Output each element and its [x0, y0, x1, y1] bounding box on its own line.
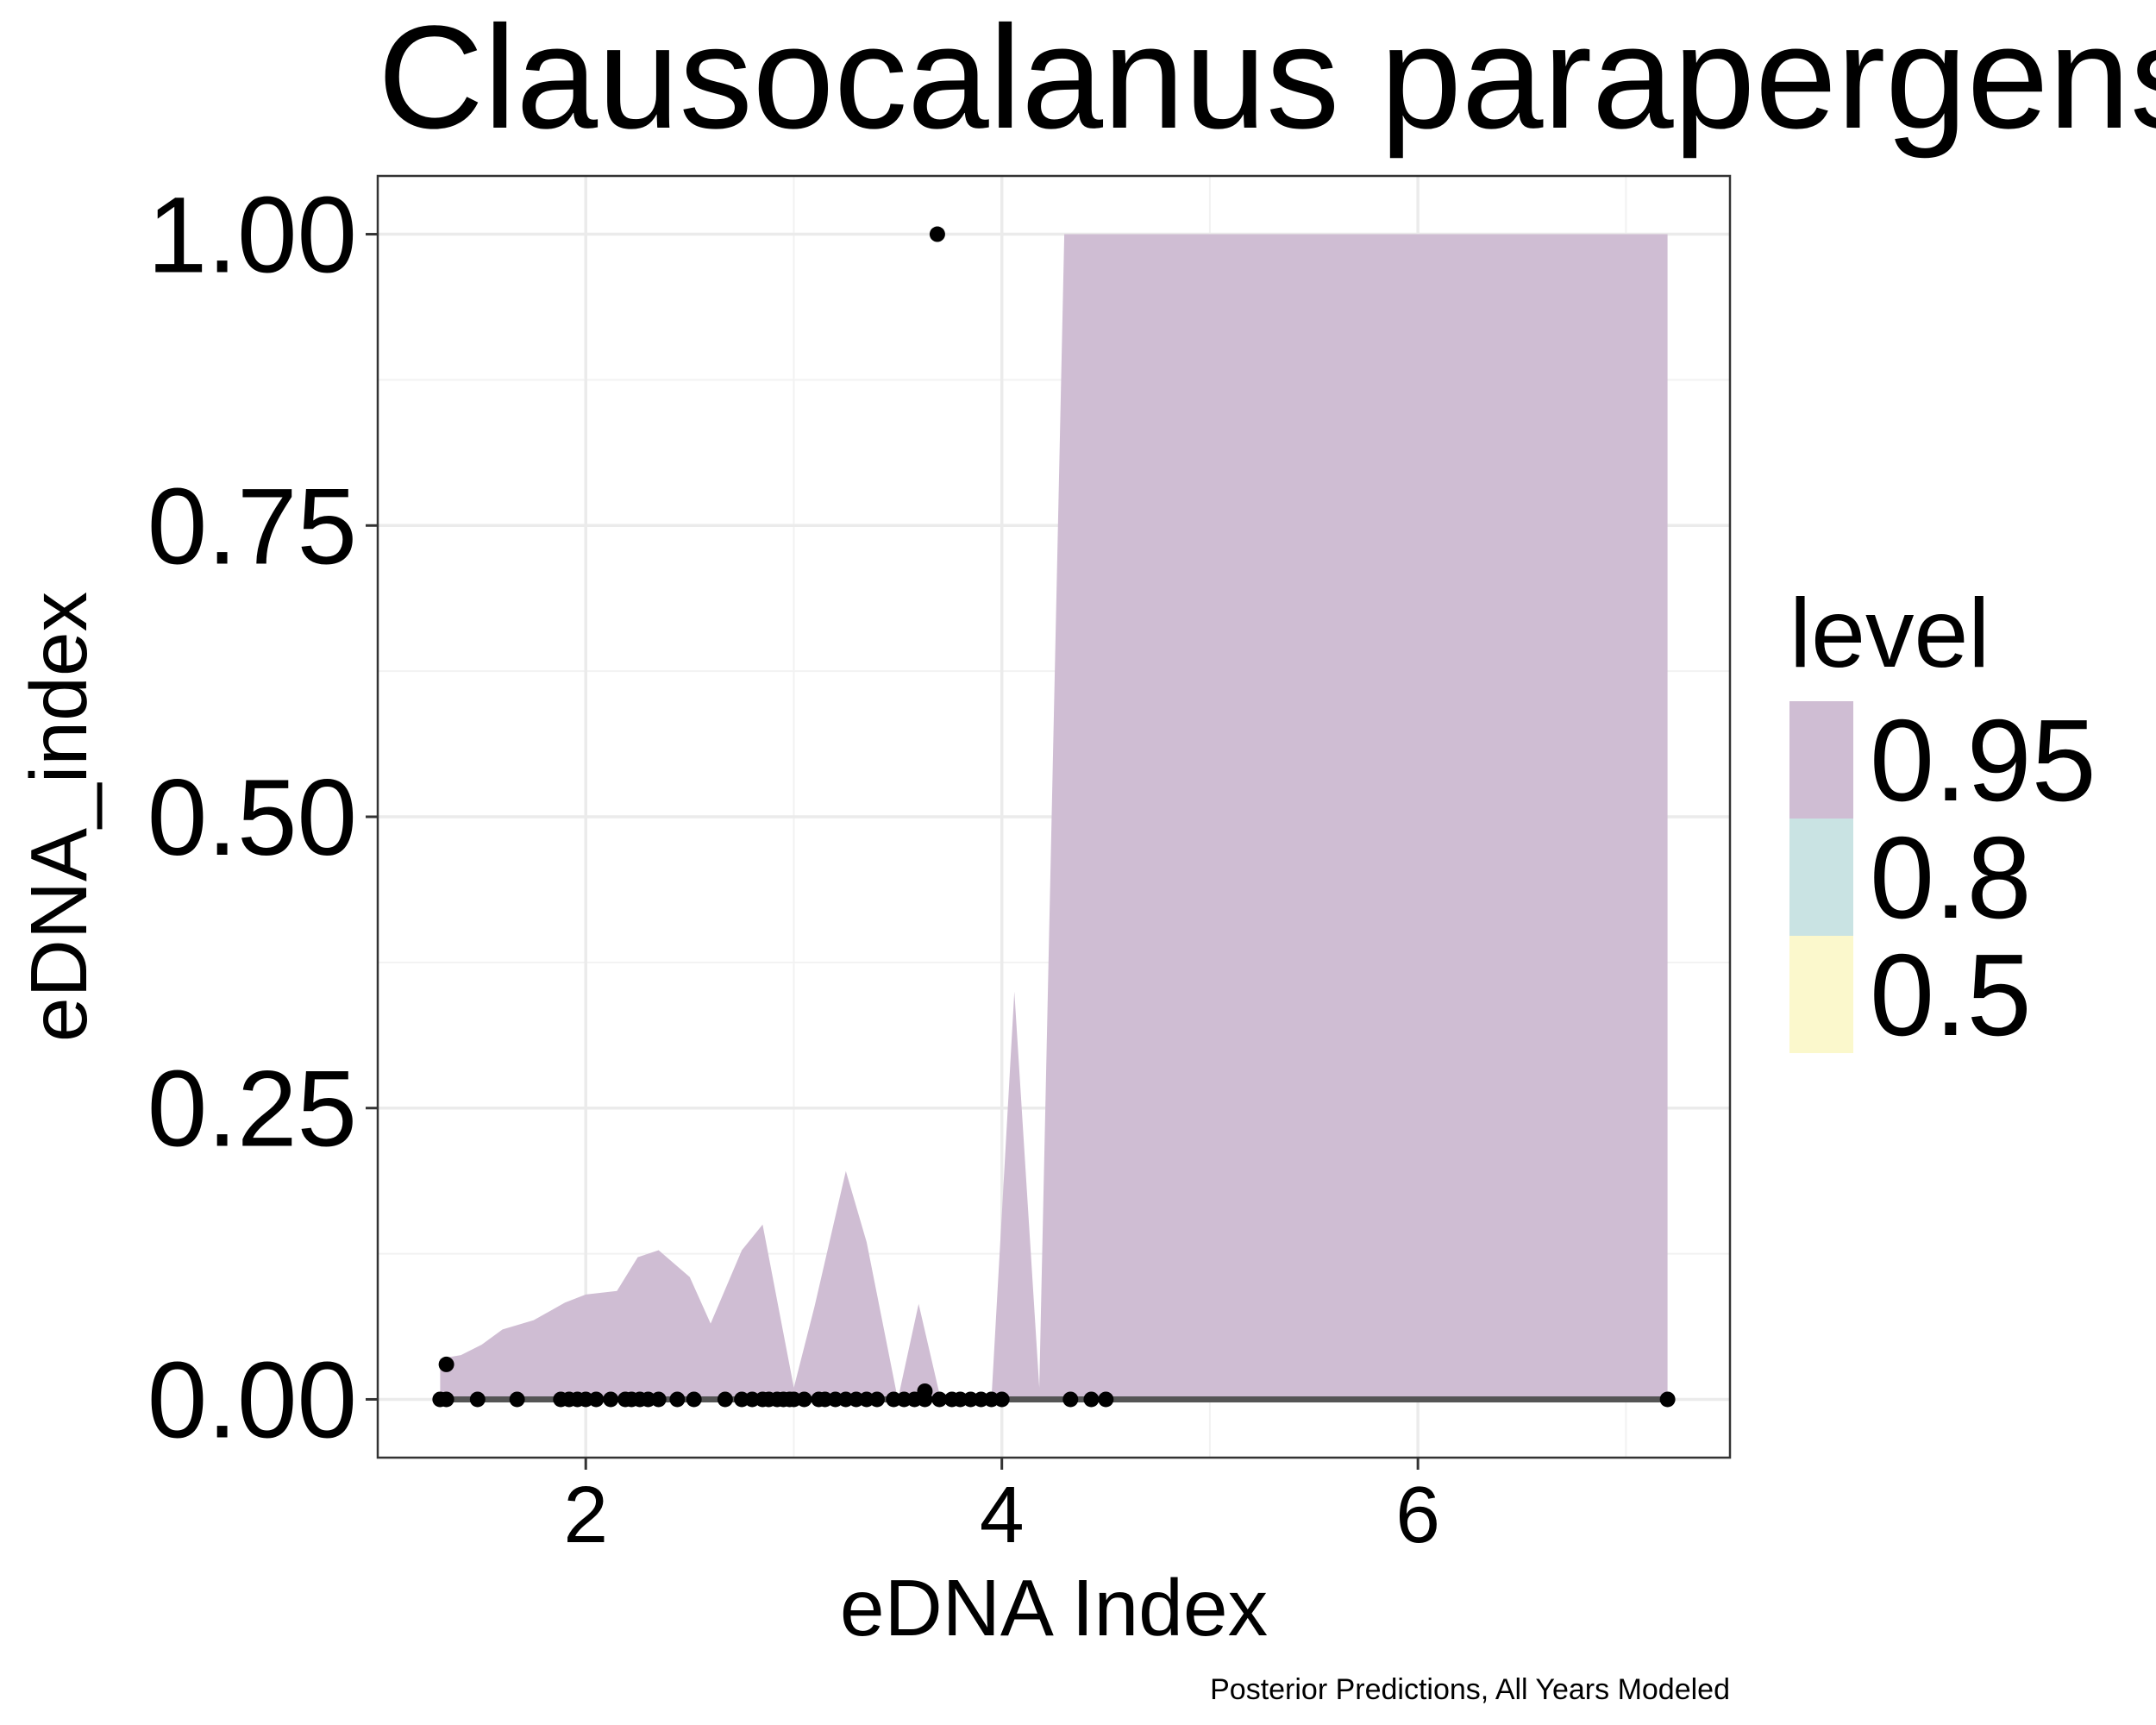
credible-band-0.95 — [440, 234, 1668, 1400]
data-point — [469, 1391, 486, 1408]
legend: level 0.950.80.5 — [1789, 579, 2096, 1060]
data-point — [917, 1391, 933, 1408]
x-axis: 2 4 6 — [563, 1458, 1440, 1559]
y-tick-label: 1.00 — [147, 176, 357, 296]
legend-key — [1789, 936, 1853, 1053]
data-point — [438, 1356, 454, 1372]
legend-label: 0.5 — [1870, 930, 2032, 1060]
data-point — [438, 1391, 454, 1408]
plot-panel — [376, 174, 1732, 1459]
y-axis: 0.00 0.25 0.50 0.75 1.00 — [147, 176, 378, 1460]
legend-items: 0.950.80.5 — [1789, 695, 2096, 1060]
chart-title: Clausocalanus parapergens — [378, 0, 2156, 160]
legend-title: level — [1789, 579, 1990, 687]
y-tick-label: 0.50 — [147, 758, 357, 878]
x-tick-label: 4 — [980, 1470, 1025, 1559]
legend-key — [1789, 819, 1853, 936]
data-point — [1062, 1391, 1079, 1408]
y-tick-label: 0.00 — [147, 1340, 357, 1460]
legend-label: 0.95 — [1870, 695, 2096, 825]
y-tick-label: 0.75 — [147, 467, 357, 586]
data-point — [796, 1391, 812, 1408]
data-point — [686, 1391, 702, 1408]
data-point — [588, 1391, 605, 1408]
data-point — [993, 1391, 1010, 1408]
data-point — [929, 226, 945, 242]
data-point — [603, 1391, 619, 1408]
data-point — [509, 1391, 525, 1408]
data-point — [669, 1391, 686, 1408]
x-tick-label: 2 — [563, 1470, 608, 1559]
observed-points-layer — [432, 226, 1676, 1408]
data-point — [931, 1391, 948, 1408]
data-point — [1659, 1391, 1676, 1408]
y-axis-title: eDNA_index — [14, 592, 103, 1042]
y-tick-label: 0.25 — [147, 1050, 357, 1170]
x-tick-label: 6 — [1395, 1470, 1440, 1559]
data-point — [717, 1391, 733, 1408]
data-point — [868, 1391, 885, 1408]
x-axis-title: eDNA Index — [840, 1563, 1268, 1653]
data-point — [1098, 1391, 1114, 1408]
data-point — [1083, 1391, 1100, 1408]
data-point — [650, 1391, 667, 1408]
caption: Posterior Predictions, All Years Modeled — [1210, 1673, 1730, 1706]
credible-band-layer — [440, 234, 1668, 1400]
legend-label: 0.8 — [1870, 812, 2032, 943]
legend-key — [1789, 701, 1853, 819]
